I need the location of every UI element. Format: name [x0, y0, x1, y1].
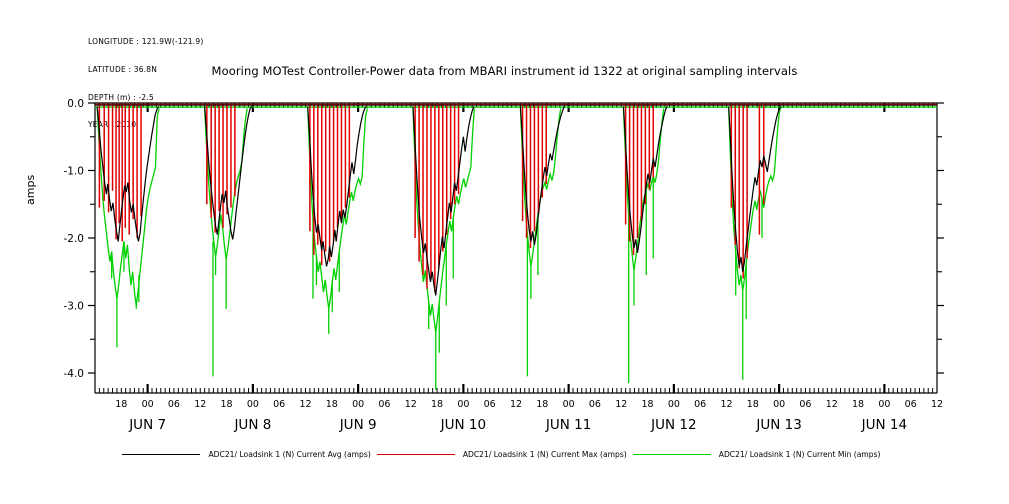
x-tick-label: 12 [510, 399, 522, 410]
x-tick-label: 12 [615, 399, 627, 410]
x-day-label: JUN 9 [339, 417, 377, 433]
chart-title: Mooring MOTest Controller-Power data fro… [211, 64, 798, 78]
x-tick-label: 18 [326, 399, 338, 410]
series-avg-line [412, 106, 475, 296]
x-tick-label: 06 [905, 399, 917, 410]
x-tick-label: 00 [457, 399, 469, 410]
y-tick-label: -2.0 [64, 233, 85, 245]
x-tick-label: 00 [563, 399, 575, 410]
x-tick-label: 06 [484, 399, 496, 410]
x-tick-label: 06 [694, 399, 706, 410]
x-tick-label: 18 [642, 399, 654, 410]
x-day-label: JUN 12 [650, 417, 696, 433]
x-tick-label: 18 [852, 399, 864, 410]
metadata-depth: DEPTH (m) : -2.5 [88, 92, 154, 102]
x-day-label: JUN 7 [128, 417, 166, 433]
x-tick-label: 12 [931, 399, 943, 410]
legend-swatch-avg [122, 454, 201, 455]
x-tick-label: 18 [221, 399, 233, 410]
x-tick-label: 12 [405, 399, 417, 410]
x-tick-label: 06 [799, 399, 811, 410]
series-avg-line [519, 106, 565, 245]
x-tick-label: 12 [720, 399, 732, 410]
x-day-label: JUN 10 [440, 417, 486, 433]
x-tick-label: 18 [747, 399, 759, 410]
metadata-latitude: LATITUDE : 36.8N [88, 65, 158, 75]
legend-swatch-min [632, 454, 711, 455]
x-tick-label: 06 [589, 399, 601, 410]
series-avg-line [96, 106, 160, 242]
x-tick-label: 12 [826, 399, 838, 410]
legend-label-min: ADC21/ Loadsink 1 (N) Current Min (amps) [718, 450, 881, 459]
x-day-label: JUN 13 [755, 417, 801, 433]
x-tick-label: 18 [431, 399, 443, 410]
x-tick-label: 00 [352, 399, 364, 410]
metadata-longitude: LONGITUDE : 121.9W(-121.9) [88, 37, 204, 47]
x-tick-label: 12 [194, 399, 206, 410]
x-tick-label: 00 [878, 399, 890, 410]
x-day-label: JUN 11 [545, 417, 591, 433]
x-tick-label: 00 [668, 399, 680, 410]
x-tick-label: 06 [378, 399, 390, 410]
x-day-label: JUN 14 [861, 417, 907, 433]
x-tick-label: 06 [168, 399, 180, 410]
series-min-envelope [96, 108, 160, 306]
x-tick-label: 12 [299, 399, 311, 410]
y-tick-label: 0.0 [67, 98, 84, 110]
legend-item-avg: ADC21/ Loadsink 1 (N) Current Avg (amps) [122, 450, 376, 459]
y-tick-label: -3.0 [64, 301, 85, 313]
series-avg-line [307, 106, 367, 267]
series-min-envelope [412, 108, 475, 333]
series-avg-line [728, 105, 782, 272]
legend-label-avg: ADC21/ Loadsink 1 (N) Current Avg (amps) [208, 450, 371, 459]
x-day-label: JUN 8 [233, 417, 271, 433]
series-avg-line [622, 106, 668, 253]
y-tick-label: -4.0 [64, 368, 85, 380]
legend-item-max: ADC21/ Loadsink 1 (N) Current Max (amps) [376, 450, 633, 459]
series-min-envelope [307, 108, 368, 309]
y-tick-label: -1.0 [64, 166, 85, 178]
x-tick-label: 18 [115, 399, 127, 410]
x-tick-label: 00 [773, 399, 785, 410]
series-avg-line [204, 105, 253, 240]
x-tick-label: 06 [273, 399, 285, 410]
legend-item-min: ADC21/ Loadsink 1 (N) Current Min (amps) [632, 450, 887, 459]
x-tick-label: 00 [142, 399, 154, 410]
series-min-envelope [728, 107, 782, 291]
legend-label-max: ADC21/ Loadsink 1 (N) Current Max (amps) [462, 450, 627, 459]
chart-legend: ADC21/ Loadsink 1 (N) Current Avg (amps)… [0, 450, 1009, 459]
chart-svg: 0.0 -1.0 -2.0 -3.0 -4.0 18 00 06 12 18 00 06 12 18 00 0… [64, 98, 944, 433]
x-tick-label: 00 [247, 399, 259, 410]
legend-swatch-max [376, 454, 455, 455]
x-tick-label: 18 [536, 399, 548, 410]
